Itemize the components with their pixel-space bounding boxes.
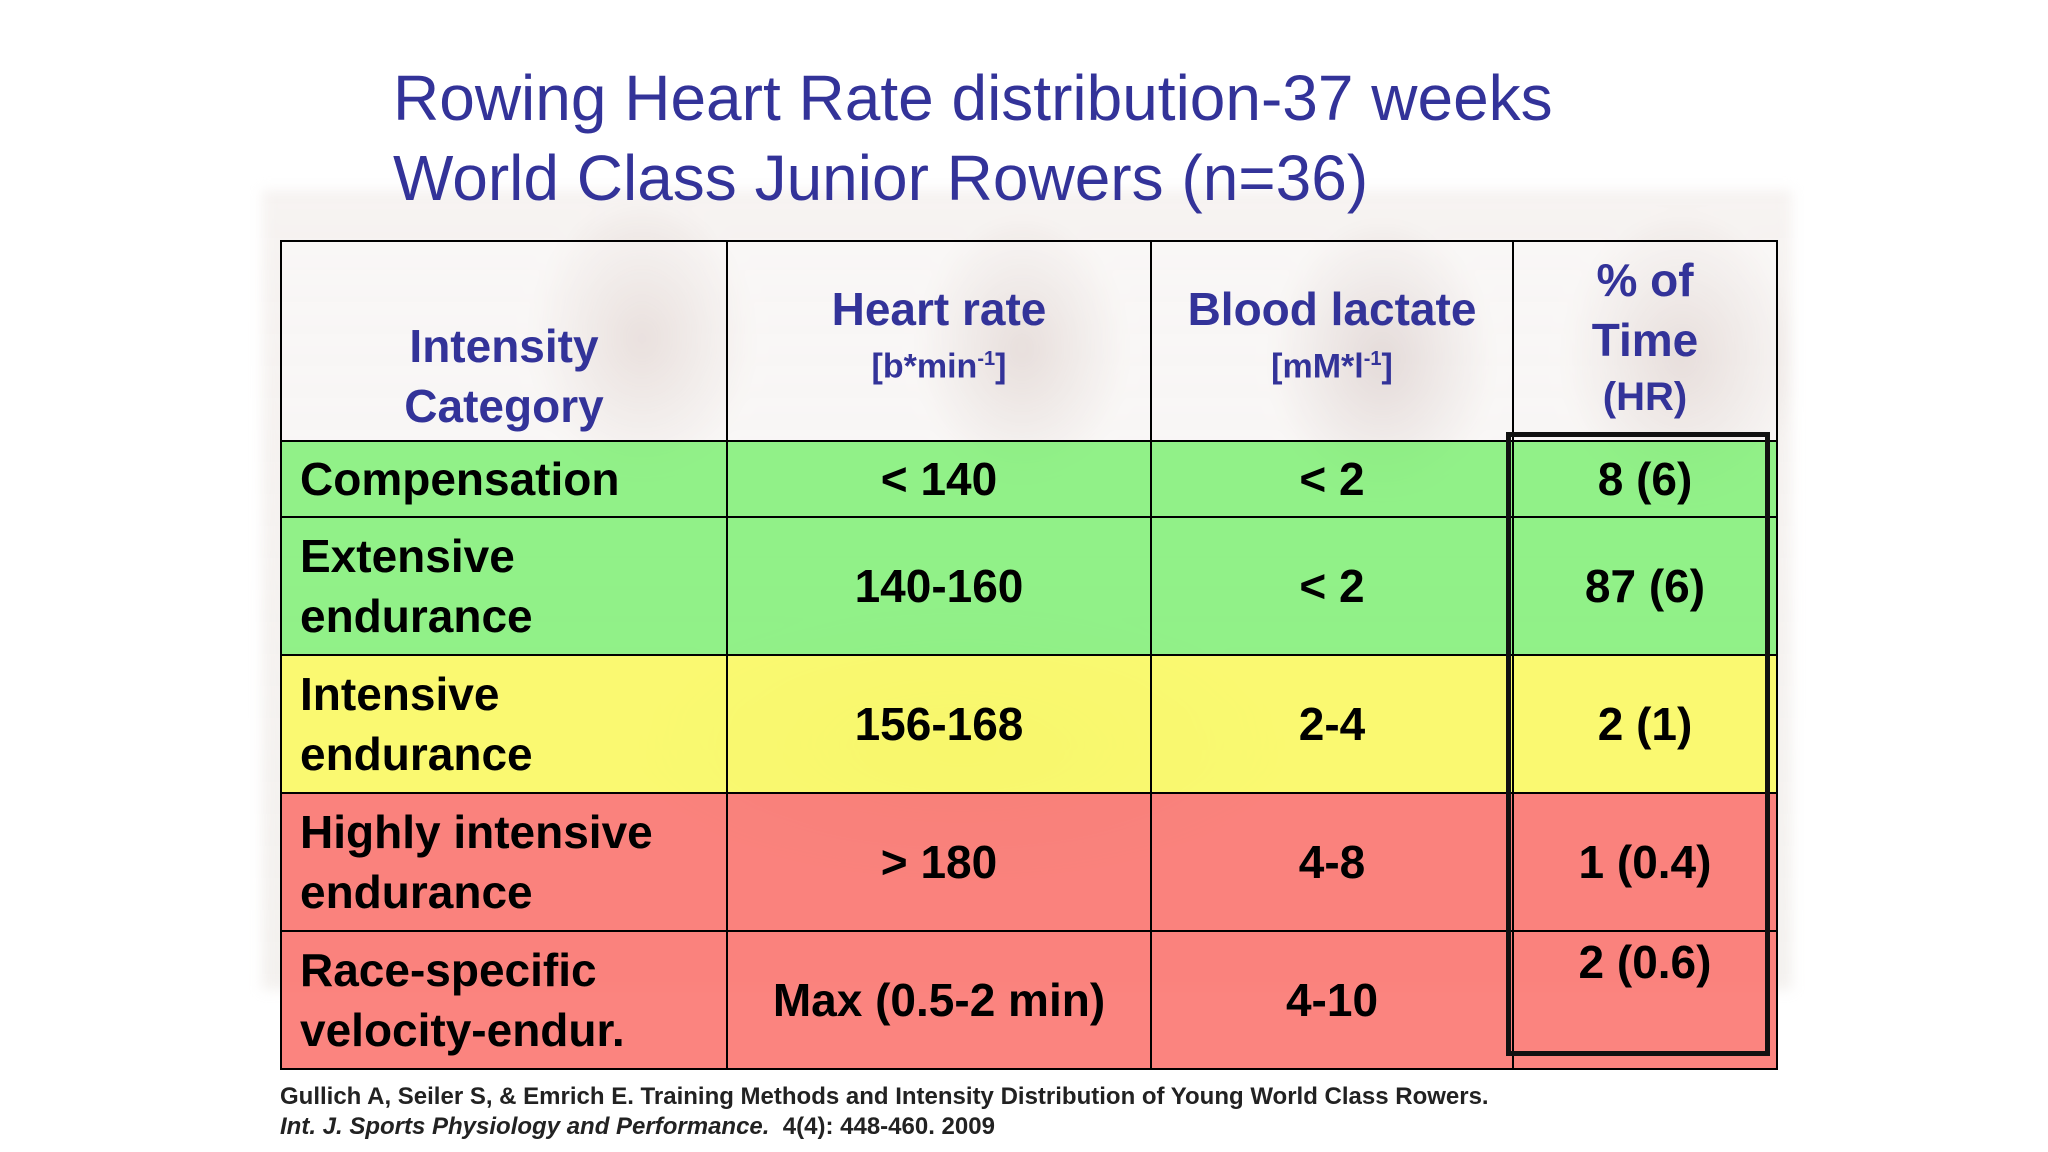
- lactate-unit-base: [mM*l: [1271, 347, 1364, 385]
- hr-unit-base: [b*min: [871, 347, 978, 385]
- row-heart-rate: 140-160: [726, 516, 1152, 656]
- table-row: Compensation < 140 < 2 8 (6): [280, 440, 1778, 518]
- row-category-line-1: Compensation: [300, 453, 620, 505]
- hr-unit-sup: -1: [977, 347, 996, 370]
- row-category-line-2: endurance: [300, 590, 533, 642]
- row-category-line-2: endurance: [300, 866, 533, 918]
- row-heart-rate: > 180: [726, 792, 1152, 932]
- lactate-unit-sup: -1: [1363, 347, 1382, 370]
- hr-unit-end: ]: [995, 347, 1007, 385]
- row-category: Race-specific velocity-endur.: [280, 930, 728, 1070]
- row-category-line-1: Highly intensive: [300, 806, 653, 858]
- citation: Gullich A, Seiler S, & Emrich E. Trainin…: [280, 1082, 1489, 1142]
- row-category: Intensive endurance: [280, 654, 728, 794]
- header-pct-line-2: Time: [1591, 314, 1699, 366]
- header-heart-rate: Heart rate [b*min-1]: [726, 240, 1152, 442]
- row-heart-rate: < 140: [726, 440, 1152, 518]
- intensity-table: Intensity Category Heart rate [b*min-1] …: [280, 240, 1778, 1070]
- header-pct-line-3: (HR): [1602, 375, 1688, 419]
- row-category: Extensive endurance: [280, 516, 728, 656]
- table-header-row: Intensity Category Heart rate [b*min-1] …: [280, 240, 1778, 442]
- row-lactate: < 2: [1150, 516, 1514, 656]
- header-blood-lactate: Blood lactate [mM*l-1]: [1150, 240, 1514, 442]
- header-category-line-1: Intensity: [409, 320, 599, 372]
- lactate-unit-end: ]: [1381, 347, 1393, 385]
- row-percent-time: 8 (6): [1512, 440, 1778, 518]
- citation-line-2: Int. J. Sports Physiology and Performanc…: [280, 1112, 1489, 1142]
- header-percent-time: % of Time (HR): [1512, 240, 1778, 442]
- header-heart-rate-unit: [b*min-1]: [746, 339, 1132, 436]
- row-percent-time: 1 (0.4): [1512, 792, 1778, 932]
- citation-line-1: Gullich A, Seiler S, & Emrich E. Trainin…: [280, 1083, 1489, 1110]
- row-lactate: 4-10: [1150, 930, 1514, 1070]
- row-lactate: < 2: [1150, 440, 1514, 518]
- header-lactate-unit: [mM*l-1]: [1170, 339, 1494, 436]
- row-category: Highly intensive endurance: [280, 792, 728, 932]
- table-row: Extensive endurance 140-160 < 2 87 (6): [280, 516, 1778, 656]
- row-heart-rate: 156-168: [726, 654, 1152, 794]
- title-line-2: World Class Junior Rowers (n=36): [393, 142, 1369, 214]
- row-category-line-1: Race-specific: [300, 944, 597, 996]
- row-category-line-2: velocity-endur.: [300, 1004, 625, 1056]
- citation-details: 4(4): 448-460. 2009: [769, 1113, 995, 1140]
- row-category-line-2: endurance: [300, 728, 533, 780]
- table-row: Intensive endurance 156-168 2-4 2 (1): [280, 654, 1778, 794]
- row-category: Compensation: [280, 440, 728, 518]
- row-heart-rate: Max (0.5-2 min): [726, 930, 1152, 1070]
- row-percent-time: 87 (6): [1512, 516, 1778, 656]
- row-lactate: 2-4: [1150, 654, 1514, 794]
- row-percent-time: 2 (0.6): [1512, 930, 1778, 1070]
- table-row: Highly intensive endurance > 180 4-8 1 (0…: [280, 792, 1778, 932]
- header-lactate-label: Blood lactate: [1187, 282, 1477, 335]
- row-lactate: 4-8: [1150, 792, 1514, 932]
- row-category-line-1: Extensive: [300, 530, 515, 582]
- header-category-line-2: Category: [404, 380, 604, 432]
- header-heart-rate-label: Heart rate: [831, 282, 1047, 335]
- row-percent-time: 2 (1): [1512, 654, 1778, 794]
- header-intensity-category: Intensity Category: [280, 240, 728, 442]
- table-row: Race-specific velocity-endur. Max (0.5-2 …: [280, 930, 1778, 1070]
- header-pct-line-1: % of: [1596, 254, 1694, 306]
- row-category-line-1: Intensive: [300, 668, 500, 720]
- citation-journal: Int. J. Sports Physiology and Performanc…: [280, 1113, 770, 1140]
- slide-title: Rowing Heart Rate distribution-37 weeks …: [393, 58, 1553, 218]
- title-line-1: Rowing Heart Rate distribution-37 weeks: [393, 62, 1553, 134]
